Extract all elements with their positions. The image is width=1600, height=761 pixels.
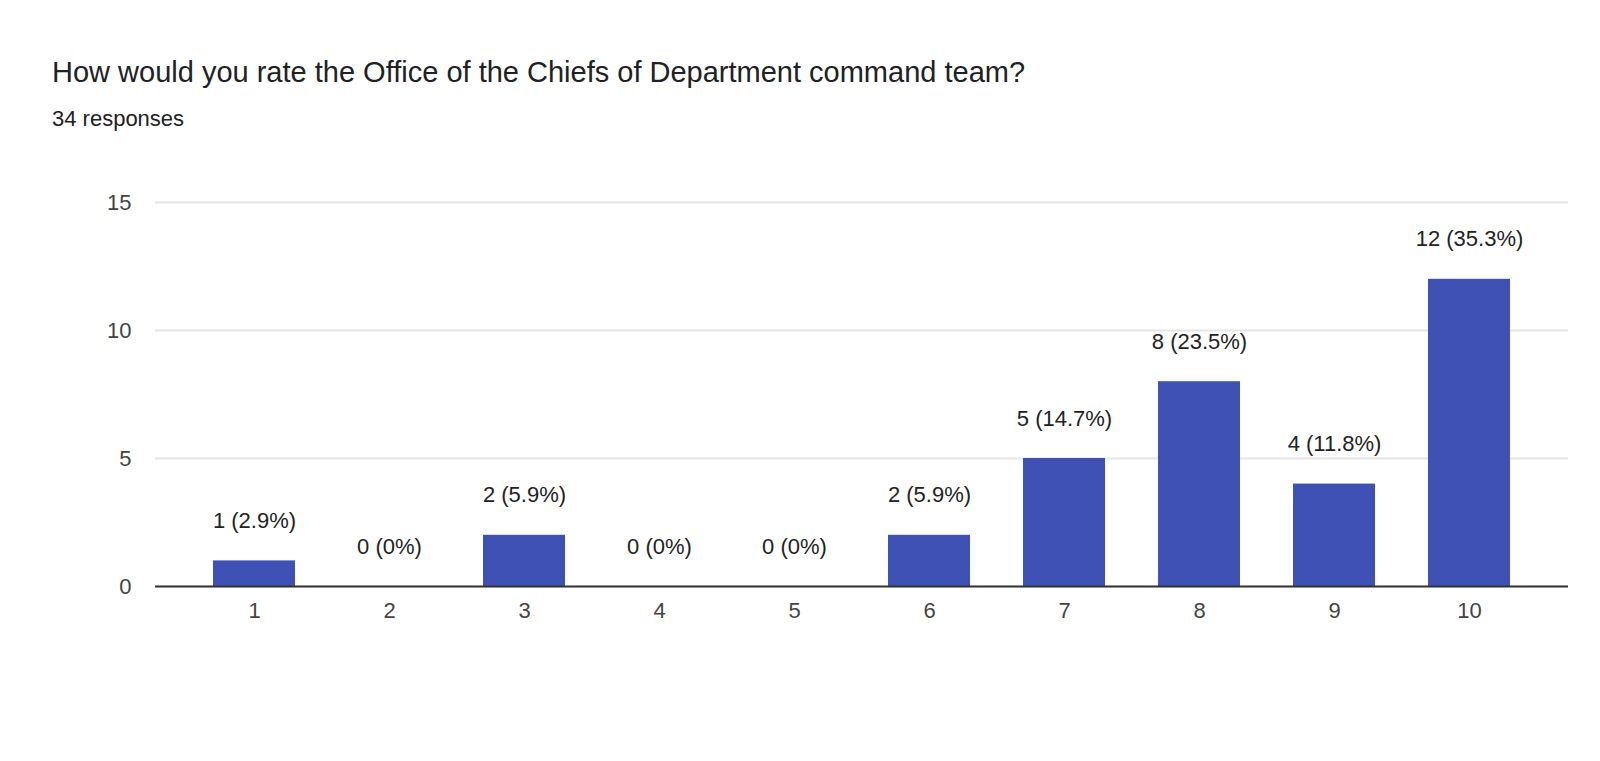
svg-text:2 (5.9%): 2 (5.9%): [888, 482, 971, 507]
svg-text:0 (0%): 0 (0%): [762, 534, 827, 559]
svg-text:5: 5: [788, 598, 800, 623]
svg-text:5 (14.7%): 5 (14.7%): [1017, 406, 1112, 431]
svg-text:8: 8: [1193, 598, 1205, 623]
html-text:How would you rate the Office: How would you rate the Office of the Chi…: [52, 56, 1026, 88]
svg-text:5: 5: [119, 446, 131, 471]
svg-text:4: 4: [653, 598, 665, 623]
svg-text:8 (23.5%): 8 (23.5%): [1152, 329, 1247, 354]
svg-text:2 (5.9%): 2 (5.9%): [483, 482, 566, 507]
svg-text:10: 10: [1457, 598, 1481, 623]
svg-text:15: 15: [107, 190, 131, 215]
svg-text:2: 2: [383, 598, 395, 623]
svg-text:9: 9: [1328, 598, 1340, 623]
svg-text:0 (0%): 0 (0%): [357, 534, 422, 559]
svg-text:10: 10: [107, 318, 131, 343]
svg-text:0 (0%): 0 (0%): [627, 534, 692, 559]
svg-text:12 (35.3%): 12 (35.3%): [1416, 226, 1524, 251]
svg-text:6: 6: [923, 598, 935, 623]
svg-text:1: 1: [248, 598, 260, 623]
svg-text:3: 3: [518, 598, 530, 623]
html-text:34 responses: 34 responses: [52, 106, 185, 131]
svg-text:1 (2.9%): 1 (2.9%): [213, 508, 296, 533]
svg-text:0: 0: [119, 574, 131, 599]
svg-text:7: 7: [1058, 598, 1070, 623]
svg-text:4 (11.8%): 4 (11.8%): [1288, 431, 1382, 456]
